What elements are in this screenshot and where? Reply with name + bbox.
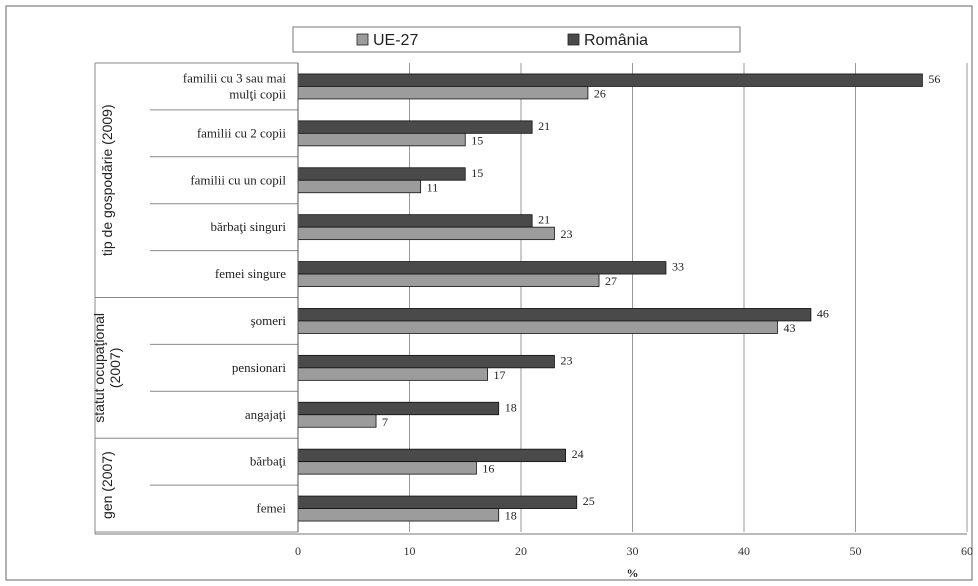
group-label-1: statut ocupaţional(2007) — [91, 313, 123, 423]
value-label-ue27-6: 17 — [494, 368, 506, 382]
group-label-0: tip de gospodărie (2009) — [99, 104, 115, 256]
value-label-ue27-9: 18 — [505, 509, 517, 523]
bar-romania-2 — [297, 167, 466, 181]
legend-label-0: UE-27 — [373, 32, 418, 49]
category-label-6: pensionari — [232, 360, 287, 375]
bar-ue27-6 — [297, 367, 488, 381]
bar-ue27-3 — [297, 226, 555, 241]
axes — [94, 62, 967, 535]
bar-ue27-7 — [297, 414, 377, 428]
chart-frame — [5, 5, 973, 581]
category-label-8: bărbaţi — [250, 454, 286, 469]
x-tick-label-0: 0 — [295, 544, 301, 558]
value-label-romania-9: 25 — [583, 494, 595, 508]
value-label-ue27-7: 7 — [382, 415, 388, 429]
bar-romania-0 — [297, 73, 923, 87]
category-label-3: bărbaţi singuri — [211, 219, 287, 234]
value-label-romania-6: 23 — [560, 353, 572, 367]
legend-swatch-1 — [567, 33, 580, 46]
value-label-romania-4: 33 — [672, 260, 684, 274]
bar-romania-7 — [297, 401, 500, 416]
bar-ue27-0 — [297, 86, 589, 100]
bar-ue27-8 — [297, 461, 477, 475]
value-label-ue27-3: 23 — [560, 227, 572, 241]
category-label-1: familii cu 2 copii — [197, 125, 287, 140]
bar-ue27-4 — [297, 273, 600, 287]
bar-romania-3 — [297, 214, 533, 228]
bar-romania-6 — [297, 354, 555, 369]
x-axis-title: % — [627, 566, 639, 580]
x-tick-label-6: 60 — [961, 544, 973, 558]
value-label-ue27-1: 15 — [471, 133, 483, 147]
bar-romania-4 — [297, 261, 667, 275]
category-label-0: familii cu 3 sau mai mulţi copii — [183, 70, 287, 101]
legend: UE-27 România — [292, 26, 741, 53]
value-label-romania-1: 21 — [538, 119, 550, 133]
value-label-romania-7: 18 — [505, 400, 517, 414]
value-label-romania-0: 56 — [928, 72, 940, 86]
bar-ue27-1 — [297, 132, 466, 147]
bar-romania-8 — [297, 448, 567, 463]
value-label-ue27-4: 27 — [605, 274, 617, 288]
x-tick-label-4: 40 — [738, 544, 750, 558]
value-label-romania-3: 21 — [538, 213, 550, 227]
legend-label-1: România — [584, 32, 648, 49]
group-label-2: gen (2007) — [99, 451, 115, 519]
value-label-ue27-5: 43 — [783, 321, 795, 335]
category-label-7: angajaţi — [245, 407, 287, 422]
value-label-romania-5: 46 — [817, 306, 829, 320]
bar-romania-1 — [297, 120, 533, 134]
bar-romania-5 — [297, 308, 812, 322]
labels: 0 10 20 30 40 50 60% 56 26 familii cu 3 sau mai mu… — [91, 70, 973, 580]
bar-romania-9 — [297, 495, 578, 509]
category-label-4: femei singure — [215, 266, 286, 281]
value-label-ue27-0: 26 — [594, 86, 606, 100]
value-label-romania-8: 24 — [572, 447, 584, 461]
bar-ue27-2 — [297, 179, 422, 194]
x-tick-label-1: 10 — [404, 544, 416, 558]
category-label-5: şomeri — [251, 313, 287, 328]
legend-swatch-0 — [356, 33, 369, 46]
value-label-ue27-2: 11 — [427, 180, 439, 194]
x-tick-label-3: 30 — [627, 544, 639, 558]
value-label-ue27-8: 16 — [482, 462, 494, 476]
bar-ue27-9 — [297, 508, 500, 522]
x-tick-label-2: 20 — [515, 544, 527, 558]
value-label-romania-2: 15 — [471, 166, 483, 180]
bar-ue27-5 — [297, 320, 778, 334]
bars — [297, 73, 923, 522]
x-tick-label-5: 50 — [850, 544, 862, 558]
category-label-2: familii cu un copil — [190, 172, 286, 187]
category-label-9: femei — [256, 501, 286, 516]
